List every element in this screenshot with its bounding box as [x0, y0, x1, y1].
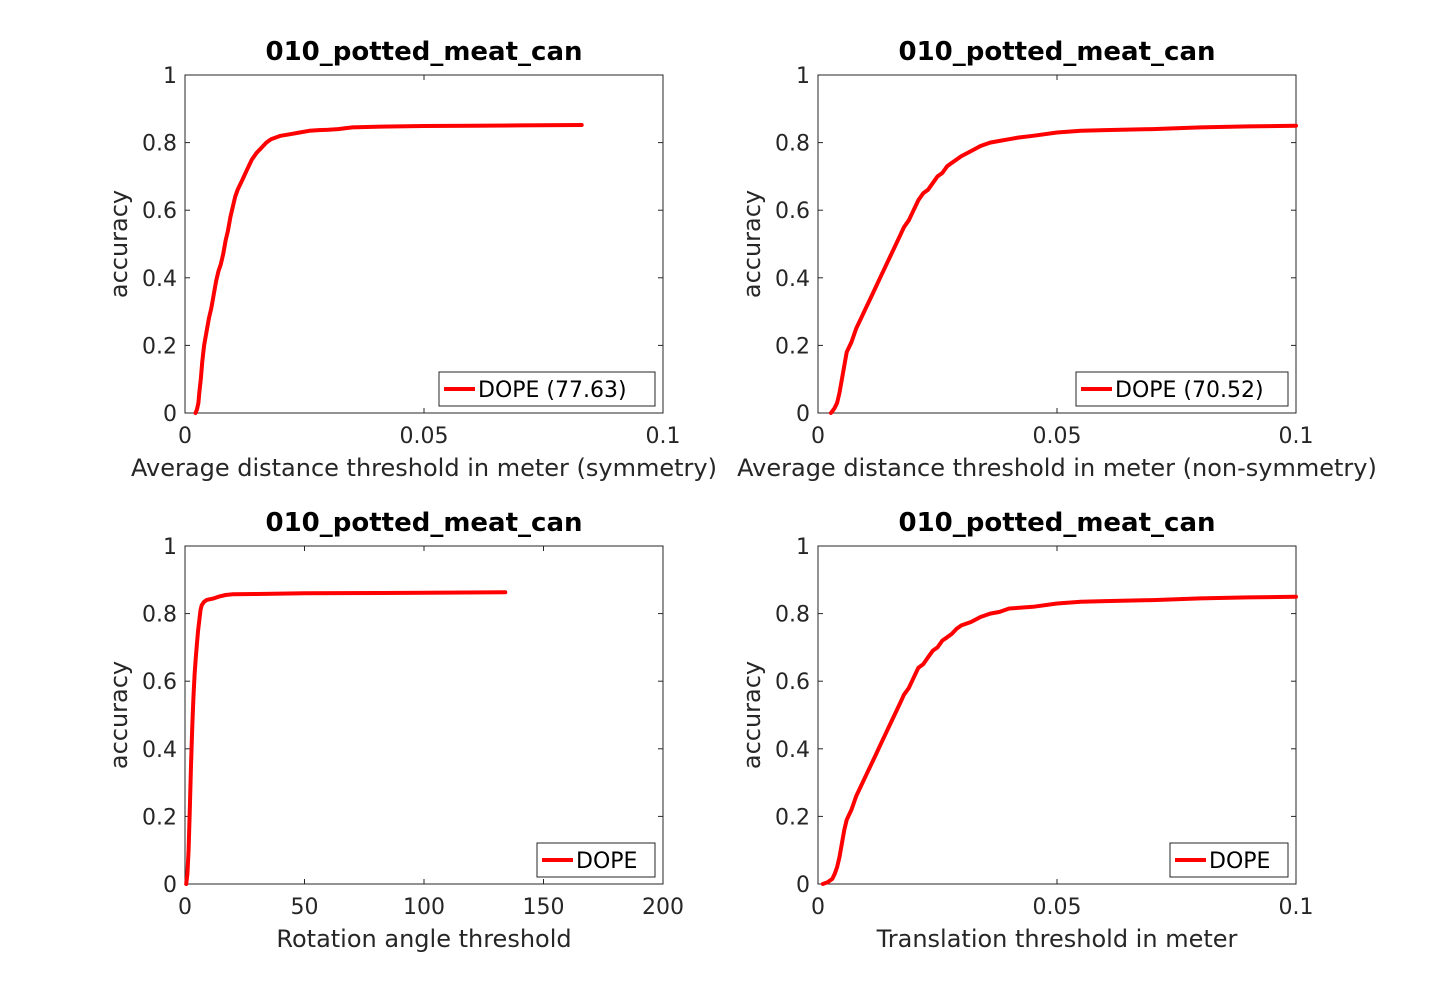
subplot-3: 010_potted_meat_can 0 50 100 150 200 0 0.2 0.4 0.… [105, 508, 684, 953]
legend: DOPE [1169, 842, 1289, 878]
x-tick-label: 50 [291, 895, 319, 920]
series-line-dope [828, 123, 1298, 415]
y-tick-label: 0.2 [142, 334, 177, 359]
x-tick-label: 150 [523, 895, 565, 920]
y-tick-label: 0.8 [142, 603, 177, 628]
chart-title: 010_potted_meat_can [898, 37, 1215, 67]
subplot-1: 010_potted_meat_can 0 0.05 0.1 0 0.2 0.4 0.6 0.8… [105, 37, 717, 482]
y-tick-label: 0.4 [142, 738, 177, 763]
legend-label: DOPE (77.63) [478, 378, 627, 403]
axes-box [184, 74, 664, 414]
x-axis-label: Average distance threshold in meter (non… [737, 454, 1377, 482]
x-axis-label: Rotation angle threshold [276, 925, 571, 953]
y-tick-label: 0.4 [142, 267, 177, 292]
y-axis-label: accuracy [105, 190, 133, 298]
y-axis-label: accuracy [738, 661, 766, 769]
y-axis-label: accuracy [738, 190, 766, 298]
series-line-dope [193, 123, 584, 415]
y-tick-label: 0 [796, 402, 810, 427]
chart-title: 010_potted_meat_can [898, 508, 1215, 538]
y-tick-label: 0.8 [142, 132, 177, 157]
y-tick-label: 0.4 [775, 738, 810, 763]
legend-label: DOPE [576, 849, 637, 874]
y-tick-label: 0 [163, 873, 177, 898]
legend: DOPE (77.63) [438, 371, 656, 407]
y-axis-label: accuracy [105, 661, 133, 769]
x-tick-label: 0.1 [646, 424, 681, 449]
chart-title: 010_potted_meat_can [265, 508, 582, 538]
y-tick-label: 0 [163, 402, 177, 427]
series-line-dope [184, 590, 508, 886]
subplot-2: 010_potted_meat_can 0 0.05 0.1 0 0.2 0.4 0.6 0.8… [737, 37, 1377, 482]
y-tick-label: 1 [796, 64, 810, 89]
x-tick-label: 0 [811, 895, 825, 920]
x-tick-label: 0 [178, 424, 192, 449]
y-tick-label: 0.2 [775, 805, 810, 830]
x-tick-label: 0.05 [400, 424, 449, 449]
x-axis-label: Translation threshold in meter [876, 925, 1238, 953]
chart-title: 010_potted_meat_can [265, 37, 582, 67]
y-tick-label: 0.6 [775, 670, 810, 695]
legend: DOPE [536, 842, 656, 878]
x-tick-label: 100 [403, 895, 445, 920]
y-tick-label: 1 [163, 535, 177, 560]
y-tick-label: 0.8 [775, 132, 810, 157]
subplot-4: 010_potted_meat_can 0 0.05 0.1 0 0.2 0.4 0.6 0.8… [738, 508, 1314, 953]
x-axis-label: Average distance threshold in meter (sym… [131, 454, 717, 482]
y-tick-label: 1 [796, 535, 810, 560]
legend-label: DOPE (70.52) [1115, 378, 1264, 403]
x-tick-label: 0.05 [1033, 895, 1082, 920]
y-tick-label: 0.6 [775, 199, 810, 224]
legend: DOPE (70.52) [1075, 371, 1289, 407]
y-tick-label: 0.4 [775, 267, 810, 292]
legend-label: DOPE [1209, 849, 1270, 874]
y-tick-label: 1 [163, 64, 177, 89]
x-tick-label: 0.05 [1033, 424, 1082, 449]
y-tick-label: 0 [796, 873, 810, 898]
axes-box [184, 545, 664, 885]
y-tick-label: 0.6 [142, 670, 177, 695]
x-tick-label: 0.1 [1279, 424, 1314, 449]
x-tick-label: 0 [178, 895, 192, 920]
y-tick-label: 0.2 [142, 805, 177, 830]
x-tick-label: 0 [811, 424, 825, 449]
y-tick-label: 0.2 [775, 334, 810, 359]
y-tick-label: 0.6 [142, 199, 177, 224]
series-line-dope [820, 594, 1298, 886]
x-tick-label: 200 [642, 895, 684, 920]
y-tick-label: 0.8 [775, 603, 810, 628]
x-tick-label: 0.1 [1279, 895, 1314, 920]
